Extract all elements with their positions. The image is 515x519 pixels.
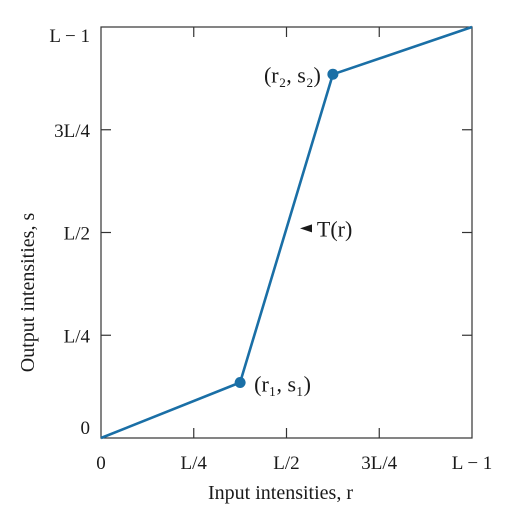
x-tick-label: 0 (96, 453, 106, 474)
y-tick-label: L/4 (64, 326, 91, 347)
x-tick-label: 3L/4 (361, 453, 397, 474)
control-point (234, 377, 246, 389)
transformation-annotation: T(r) (317, 216, 352, 241)
y-axis-label: Output intensities, s (17, 213, 39, 373)
control-point-label: (r₁, s₁) (254, 372, 311, 397)
annotation-arrowhead (300, 224, 312, 233)
x-tick-label: L/4 (181, 453, 208, 474)
x-tick-label: L − 1 (452, 453, 493, 474)
x-tick-label: L/2 (273, 453, 299, 474)
y-tick-label: 0 (81, 418, 91, 439)
y-tick-label: L/2 (64, 224, 90, 245)
y-tick-label: 3L/4 (54, 121, 90, 142)
transformation-line (100, 25, 473, 440)
control-point-label: (r₂, s₂) (264, 62, 321, 87)
y-tick-label: L − 1 (49, 26, 90, 47)
control-point (327, 68, 339, 80)
x-axis-label: Input intensities, r (208, 482, 353, 504)
